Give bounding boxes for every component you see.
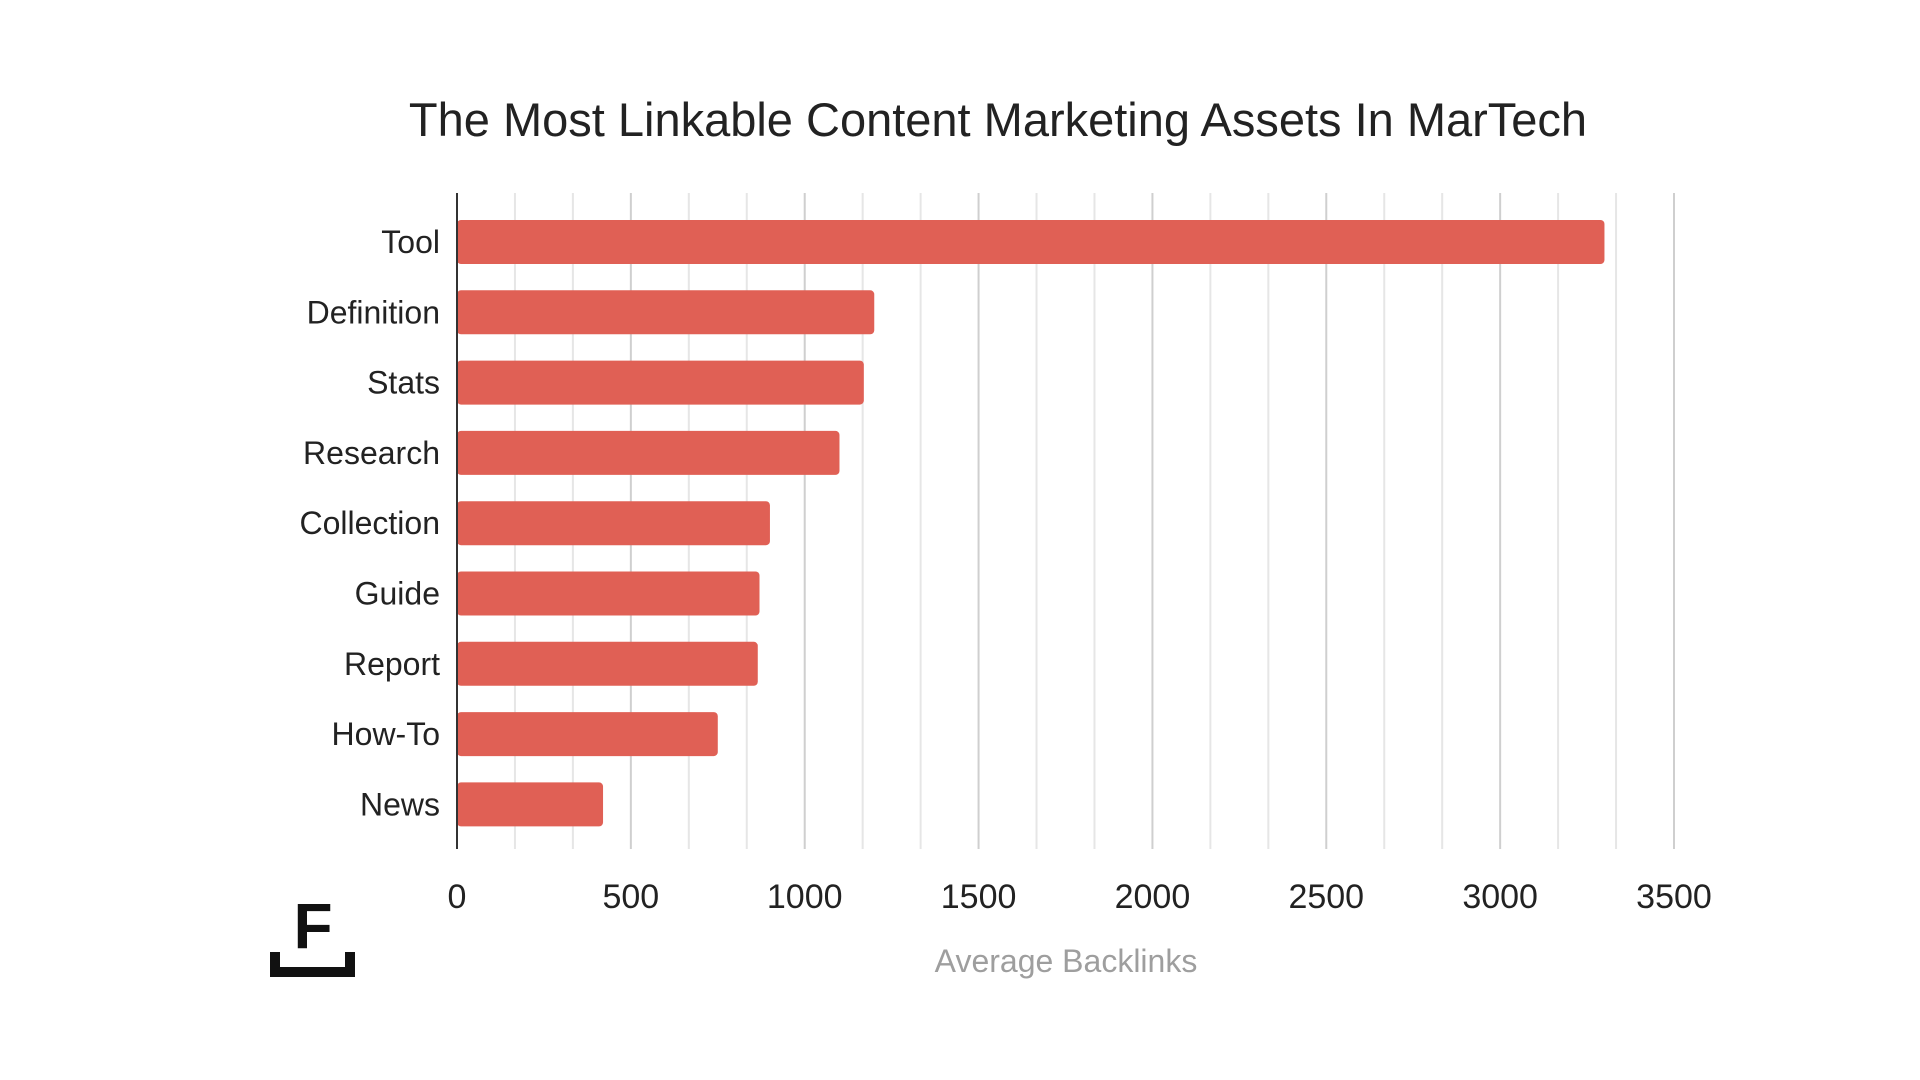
bar-definition [457,290,875,335]
category-label: Report [344,646,440,682]
brand-logo: F [270,890,355,977]
x-tick-label: 0 [448,878,467,916]
category-label: How-To [332,716,440,752]
bar-tool [457,220,1605,264]
bar-research [457,430,840,475]
bar-guide [457,571,760,616]
category-label: Tool [381,224,440,260]
category-label: Stats [367,365,440,401]
category-label: News [360,786,440,822]
category-label: Definition [307,294,440,330]
x-tick-label: 2000 [1115,878,1191,916]
x-tick-label: 3500 [1636,878,1712,916]
bar-stats [457,360,864,405]
x-tick-label: 3000 [1462,878,1538,916]
x-tick-label: 2500 [1288,878,1364,916]
x-tick-label: 1000 [767,878,843,916]
x-axis-title: Average Backlinks [935,943,1198,979]
bar-report [457,641,758,686]
x-tick-labels: 0 500 1000 1500 2000 2500 3000 3500 [448,878,1712,916]
category-label: Collection [299,505,440,541]
category-label: Guide [355,576,440,612]
category-label: Research [303,435,440,471]
category-labels: Tool Definition Stats Research Collection Gui… [299,224,440,822]
bars [457,220,1605,827]
chart-title: The Most Linkable Content Marketing Asse… [409,93,1587,146]
bar-howto [457,712,718,757]
x-tick-label: 500 [602,878,659,916]
svg-text:F: F [293,890,332,962]
x-tick-label: 1500 [941,878,1017,916]
bar-collection [457,501,770,546]
bar-news [457,782,604,827]
